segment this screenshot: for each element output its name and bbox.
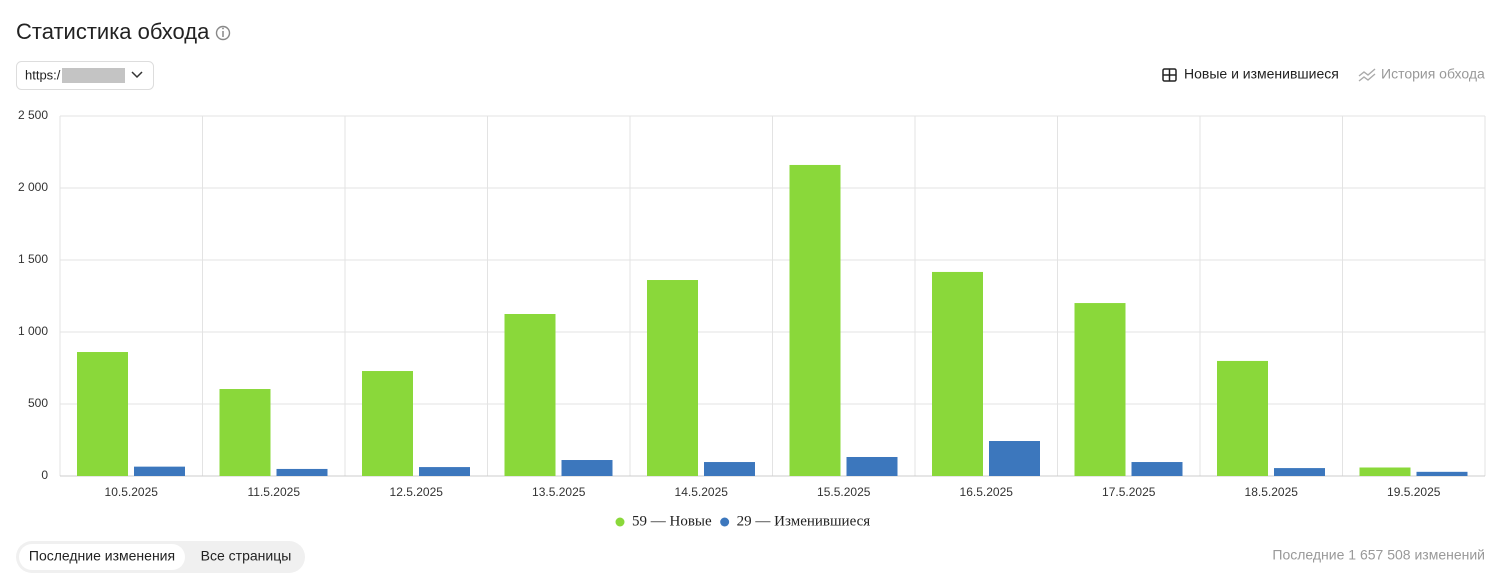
legend-marker	[615, 517, 625, 527]
info-icon[interactable]	[215, 25, 231, 41]
chevron	[131, 71, 143, 79]
bar	[989, 441, 1040, 476]
bar	[1217, 360, 1268, 476]
y-tick-label: 1 500	[18, 252, 48, 266]
tabs: Последние изменения Все страницы	[16, 541, 305, 573]
site-select-text: https:/	[25, 67, 61, 82]
bar	[362, 371, 413, 476]
mode-label: Новые и изменившиеся	[1184, 66, 1339, 82]
tab-label: Все страницы	[201, 548, 292, 564]
y-tick-label: 2 000	[18, 180, 48, 194]
x-tick-label: 17.5.2025	[1102, 485, 1156, 499]
bar	[1416, 471, 1468, 476]
bar	[419, 467, 470, 476]
x-tick-label: 13.5.2025	[532, 485, 586, 499]
legend: 59 — Новые 29 — Изменившиеся	[615, 513, 871, 529]
redaction	[62, 68, 125, 83]
x-tick-label: 15.5.2025	[817, 485, 871, 499]
site-select[interactable]: https:/	[16, 61, 154, 90]
y-tick-label: 500	[28, 396, 48, 410]
legend-label: 29 — Изменившиеся	[737, 513, 871, 529]
tab-latest[interactable]: Последние изменения	[19, 544, 185, 570]
bar	[1074, 303, 1126, 476]
x-tick-label: 10.5.2025	[105, 485, 159, 499]
bar	[704, 462, 755, 476]
mode-label: История обхода	[1381, 66, 1485, 82]
bar	[846, 456, 898, 476]
legend-label: 59 — Новые	[632, 513, 712, 529]
tab-label: Последние изменения	[29, 548, 175, 564]
x-tick-label: 11.5.2025	[248, 485, 301, 499]
mode-history[interactable]: История обхода	[1358, 66, 1485, 82]
bar	[561, 460, 613, 476]
bar	[219, 389, 271, 476]
tab-all[interactable]: Все страницы	[201, 548, 292, 564]
chart: 0 500 1 000 1 500 2 000 2 500 10.5.2025 11.5.20…	[18, 108, 1486, 529]
page-title: Статистика обхода	[16, 19, 210, 44]
bar	[932, 271, 983, 476]
x-tick-label: 16.5.2025	[960, 485, 1014, 499]
bar	[1359, 467, 1411, 476]
x-tick-label: 18.5.2025	[1245, 485, 1299, 499]
bar	[647, 280, 698, 476]
bar	[276, 468, 328, 476]
y-tick-label: 0	[41, 468, 48, 482]
bar	[504, 314, 556, 476]
y-tick-label: 2 500	[18, 108, 48, 122]
total-changes: Последние 1 657 508 изменений	[1272, 547, 1485, 563]
bar	[1274, 468, 1325, 476]
mode-new-changed[interactable]: Новые и изменившиеся	[1162, 66, 1339, 82]
y-tick-label: 1 000	[18, 324, 48, 338]
bar	[77, 352, 128, 476]
bar	[789, 164, 841, 476]
x-tick-label: 12.5.2025	[390, 485, 444, 499]
legend-marker	[720, 517, 730, 527]
bar	[134, 466, 185, 476]
bar	[1131, 462, 1183, 476]
x-tick-label: 19.5.2025	[1387, 485, 1441, 499]
x-tick-label: 14.5.2025	[675, 485, 729, 499]
